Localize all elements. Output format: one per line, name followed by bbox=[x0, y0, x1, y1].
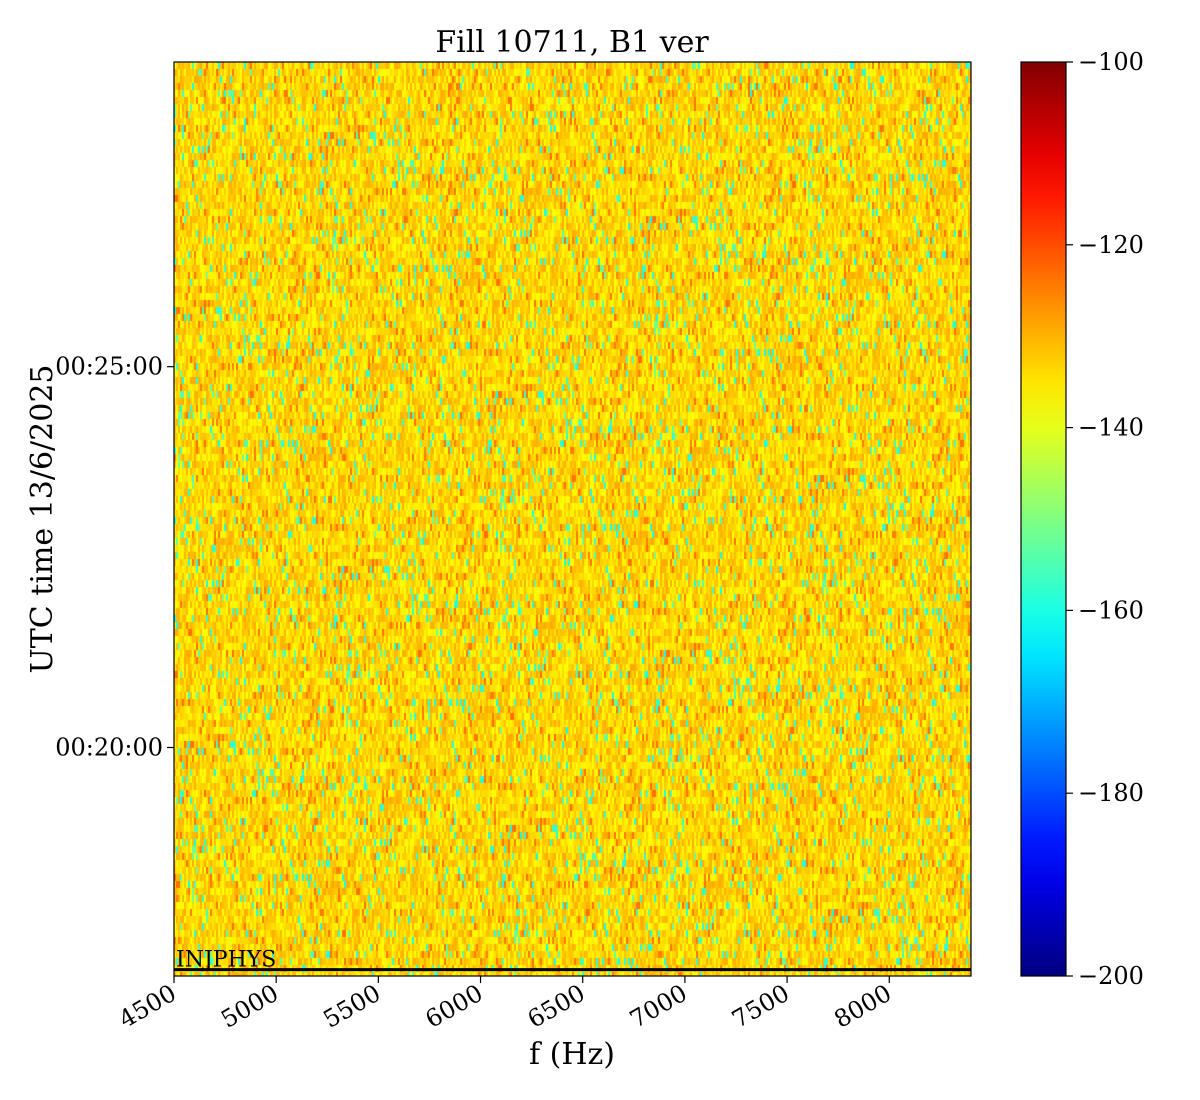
x-tick-label: 6000 bbox=[421, 979, 488, 1034]
colorbar-tick-label: −180 bbox=[1078, 779, 1144, 807]
x-tick-label: 8000 bbox=[829, 979, 896, 1034]
y-tick-label: 00:25:00 bbox=[55, 353, 163, 381]
heatmap-image bbox=[174, 62, 971, 976]
annotation-label: INJPHYS bbox=[176, 948, 276, 973]
y-axis-ticks: 00:20:00 00:25:00 bbox=[55, 353, 174, 762]
x-tick-label: 7000 bbox=[625, 979, 692, 1034]
x-tick-label: 7500 bbox=[727, 979, 794, 1034]
x-tick-label: 4500 bbox=[114, 979, 181, 1034]
colorbar-tick-label: −100 bbox=[1078, 48, 1144, 76]
x-axis-ticks: 4500 5000 5500 6000 6500 7000 7500 8000 bbox=[114, 976, 896, 1034]
heatmap-foreignobject bbox=[174, 62, 971, 976]
colorbar-tick-label: −160 bbox=[1078, 596, 1144, 624]
y-axis-label: UTC time 13/6/2025 bbox=[25, 365, 60, 674]
x-tick-label: 5500 bbox=[318, 979, 385, 1034]
colorbar-ticks: −100 −120 −140 −160 −180 −200 bbox=[1066, 48, 1144, 990]
x-tick-label: 6500 bbox=[523, 979, 590, 1034]
y-tick-label: 00:20:00 bbox=[55, 734, 163, 762]
colorbar-tick-label: −120 bbox=[1078, 231, 1144, 259]
colorbar: −100 −120 −140 −160 −180 −200 bbox=[1020, 48, 1144, 990]
plot-frame bbox=[173, 61, 972, 977]
chart-title: Fill 10711, B1 ver bbox=[435, 25, 709, 60]
x-axis-label: f (Hz) bbox=[529, 1037, 615, 1072]
colorbar-tick-label: −200 bbox=[1078, 962, 1144, 990]
x-tick-label: 5000 bbox=[216, 979, 283, 1034]
colorbar-tick-label: −140 bbox=[1078, 414, 1144, 442]
annotation-group: INJPHYS bbox=[174, 948, 971, 973]
colorbar-gradient bbox=[1020, 61, 1067, 977]
